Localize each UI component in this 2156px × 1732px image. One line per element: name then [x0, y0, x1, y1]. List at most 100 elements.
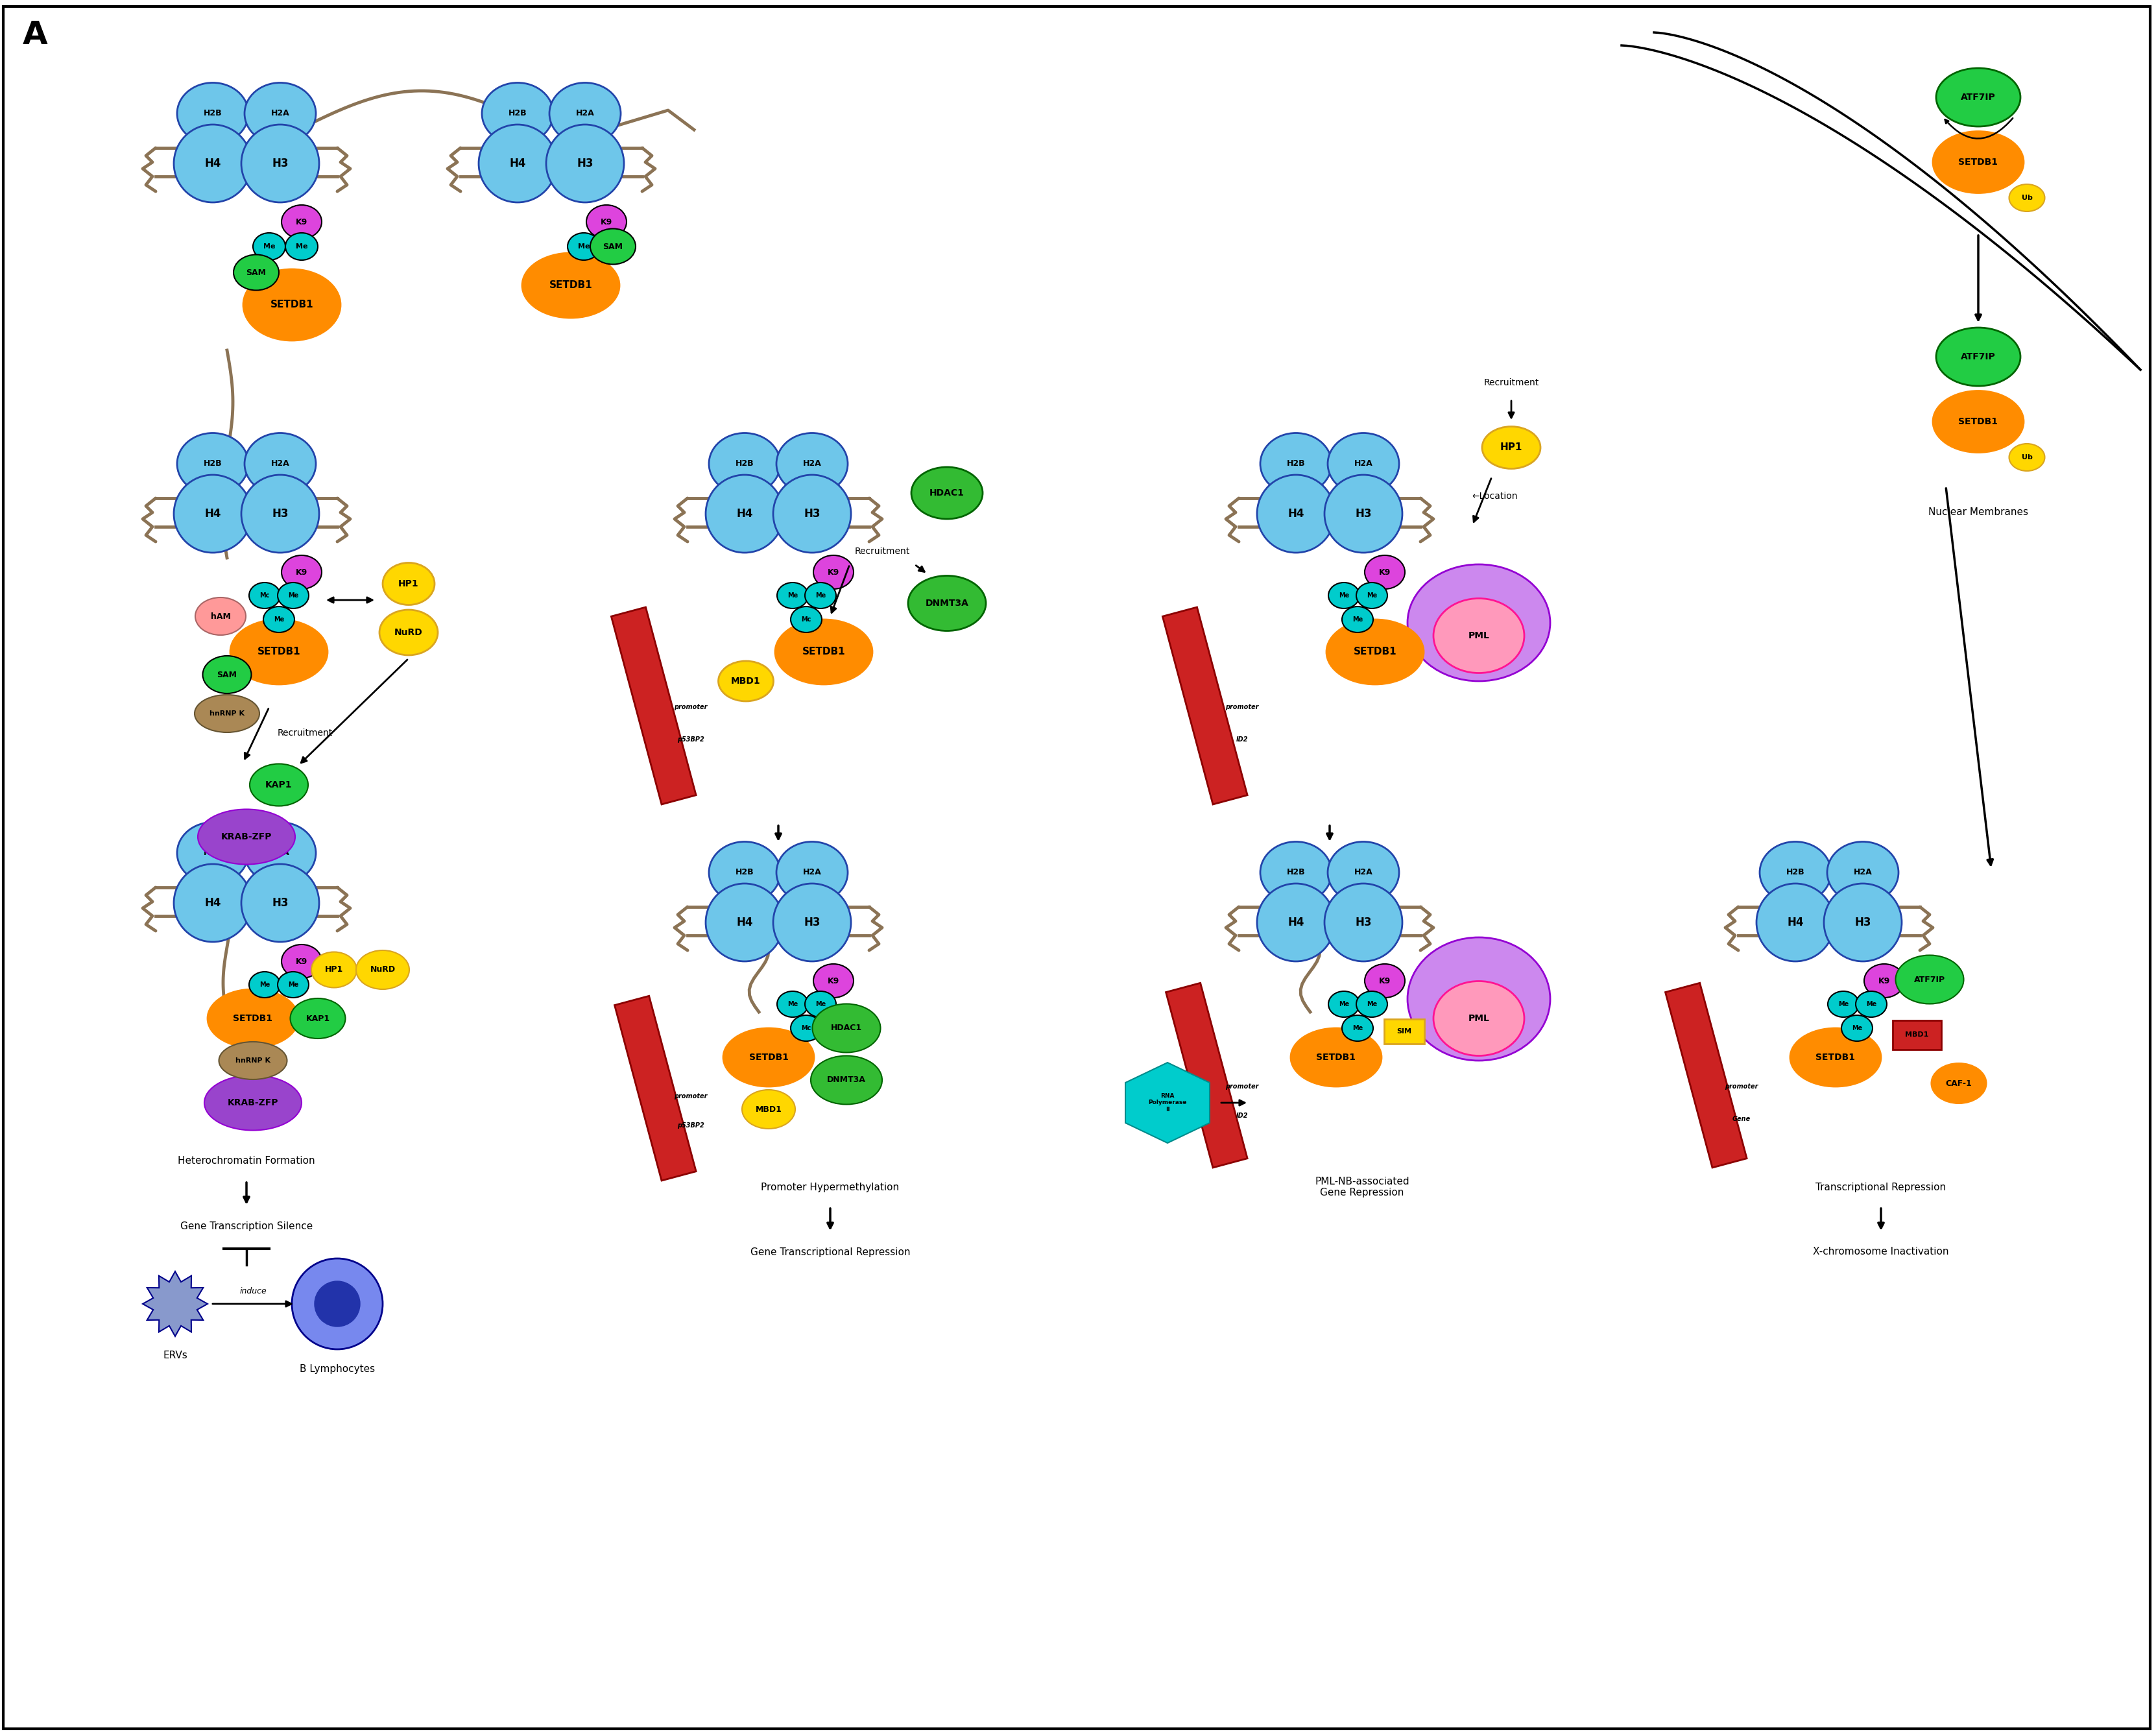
Ellipse shape	[175, 475, 252, 553]
Ellipse shape	[776, 582, 808, 608]
Ellipse shape	[1932, 1063, 1986, 1103]
Text: H3: H3	[272, 507, 289, 520]
Text: Ub: Ub	[2022, 194, 2033, 201]
Ellipse shape	[722, 1029, 815, 1086]
Ellipse shape	[776, 842, 847, 904]
Text: Ub: Ub	[2022, 454, 2033, 461]
Text: promoter: promoter	[1225, 1082, 1259, 1089]
Text: Mc: Mc	[802, 1025, 811, 1032]
Ellipse shape	[586, 204, 627, 239]
Text: PML-NB-associated
Gene Repression: PML-NB-associated Gene Repression	[1315, 1176, 1410, 1197]
Ellipse shape	[1341, 1015, 1373, 1041]
Text: Nuclear Membranes: Nuclear Membranes	[1927, 507, 2029, 518]
Bar	[614, 996, 696, 1181]
Text: SETDB1: SETDB1	[1317, 1053, 1356, 1062]
Bar	[1384, 1018, 1425, 1044]
Text: SAM: SAM	[246, 268, 265, 277]
Ellipse shape	[1356, 991, 1388, 1017]
Text: hnRNP K: hnRNP K	[235, 1057, 270, 1063]
Text: Heterochromatin Formation: Heterochromatin Formation	[177, 1157, 315, 1166]
Text: H2A: H2A	[576, 109, 595, 118]
Text: Me: Me	[274, 617, 285, 624]
Ellipse shape	[2009, 443, 2044, 471]
Text: Me: Me	[1352, 1025, 1363, 1032]
Ellipse shape	[379, 610, 438, 655]
Ellipse shape	[774, 475, 852, 553]
Text: SIM: SIM	[1397, 1029, 1412, 1034]
Ellipse shape	[175, 864, 252, 942]
Text: H2B: H2B	[1785, 868, 1805, 876]
Text: B Lymphocytes: B Lymphocytes	[300, 1363, 375, 1373]
Ellipse shape	[813, 556, 854, 589]
Ellipse shape	[1934, 132, 2024, 192]
Text: A: A	[24, 19, 47, 50]
Text: DNMT3A: DNMT3A	[828, 1076, 867, 1084]
Text: Recruitment: Recruitment	[1483, 378, 1539, 388]
Ellipse shape	[250, 972, 280, 998]
Ellipse shape	[1341, 606, 1373, 632]
Text: KRAB-ZFP: KRAB-ZFP	[229, 1098, 278, 1107]
Ellipse shape	[244, 433, 317, 495]
Text: Me: Me	[289, 592, 298, 599]
Ellipse shape	[550, 83, 621, 144]
Text: DNMT3A: DNMT3A	[925, 599, 968, 608]
Text: p53BP2: p53BP2	[677, 736, 705, 743]
Ellipse shape	[776, 620, 873, 684]
Ellipse shape	[177, 83, 248, 144]
Text: H3: H3	[1356, 507, 1371, 520]
Ellipse shape	[1936, 68, 2020, 126]
Text: Me: Me	[295, 242, 308, 249]
Ellipse shape	[1365, 965, 1406, 998]
Ellipse shape	[1934, 391, 2024, 452]
Text: HP1: HP1	[1501, 443, 1522, 452]
Ellipse shape	[811, 1057, 882, 1105]
Text: KRAB-ZFP: KRAB-ZFP	[222, 833, 272, 842]
Ellipse shape	[1434, 599, 1524, 674]
Text: ID2: ID2	[1235, 1112, 1248, 1119]
Text: Me: Me	[787, 592, 798, 599]
Text: Me: Me	[1339, 1001, 1350, 1008]
Ellipse shape	[233, 255, 278, 291]
Text: HDAC1: HDAC1	[830, 1024, 862, 1032]
Text: promoter: promoter	[1225, 703, 1259, 710]
Text: H3: H3	[1356, 916, 1371, 928]
Text: H2A: H2A	[272, 109, 289, 118]
Ellipse shape	[1828, 991, 1858, 1017]
Bar	[1166, 984, 1248, 1167]
Ellipse shape	[591, 229, 636, 265]
Text: SETDB1: SETDB1	[233, 1013, 274, 1024]
Text: Gene Transcription Silence: Gene Transcription Silence	[181, 1221, 313, 1231]
Ellipse shape	[1824, 883, 1902, 961]
Text: MBD1: MBD1	[1906, 1032, 1927, 1037]
Text: SETDB1: SETDB1	[1815, 1053, 1856, 1062]
Bar	[612, 608, 696, 804]
Text: SETDB1: SETDB1	[1354, 648, 1397, 656]
Text: K9: K9	[295, 218, 308, 227]
Text: MBD1: MBD1	[755, 1105, 783, 1114]
Text: NuRD: NuRD	[371, 965, 395, 973]
Ellipse shape	[244, 83, 317, 144]
Text: K9: K9	[1380, 568, 1391, 577]
Ellipse shape	[479, 125, 556, 203]
Circle shape	[291, 1259, 382, 1349]
Text: ATF7IP: ATF7IP	[1915, 975, 1945, 984]
Ellipse shape	[1328, 433, 1399, 495]
Text: H4: H4	[205, 507, 222, 520]
Text: H2A: H2A	[802, 868, 821, 876]
Ellipse shape	[291, 998, 345, 1039]
Text: H4: H4	[205, 897, 222, 909]
Ellipse shape	[1328, 842, 1399, 904]
Ellipse shape	[241, 125, 319, 203]
Text: Me: Me	[1367, 1001, 1378, 1008]
Text: hnRNP K: hnRNP K	[209, 710, 244, 717]
Ellipse shape	[1257, 883, 1335, 961]
Ellipse shape	[1291, 1029, 1382, 1086]
Text: H2B: H2B	[203, 459, 222, 468]
Ellipse shape	[545, 125, 623, 203]
Text: hAM: hAM	[211, 611, 231, 620]
Ellipse shape	[1408, 937, 1550, 1060]
Text: Me: Me	[1865, 1001, 1876, 1008]
Text: H3: H3	[804, 916, 819, 928]
Text: PML: PML	[1468, 1013, 1490, 1024]
Text: SETDB1: SETDB1	[1958, 417, 1999, 426]
